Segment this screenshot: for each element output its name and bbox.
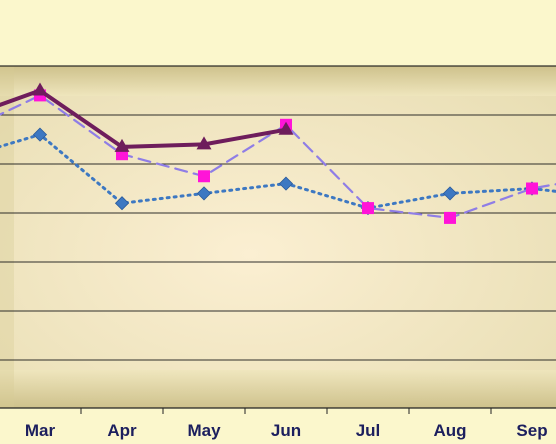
data-point [444,211,456,224]
x-tick-label: Sep [516,421,547,440]
x-tick-label: Apr [107,421,137,440]
x-tick-label: Aug [433,421,466,440]
plot-top-shade [0,66,556,96]
data-point [114,196,130,211]
x-tick-label: Mar [25,421,56,440]
data-point [362,202,374,215]
data-point [196,186,212,201]
gridlines [0,65,556,361]
plot-left-shade [0,66,14,408]
data-point [114,138,130,152]
data-point [198,170,210,183]
data-point [32,82,48,96]
plot-area [0,66,556,408]
series-layer [0,82,556,224]
x-tick-label: May [187,421,221,440]
data-point [196,136,212,150]
data-point [278,121,294,135]
data-point [526,182,538,195]
data-point [278,176,294,191]
x-tick-label: Jul [356,421,381,440]
data-point [32,127,48,142]
data-point [442,186,458,201]
series-solid-triangle [0,82,294,152]
x-tick-labels: Mar Apr May Jun Jul Aug Sep [25,421,548,440]
plot-bottom-shade [0,370,556,408]
x-axis [0,407,556,414]
x-tick-label: Jun [271,421,301,440]
